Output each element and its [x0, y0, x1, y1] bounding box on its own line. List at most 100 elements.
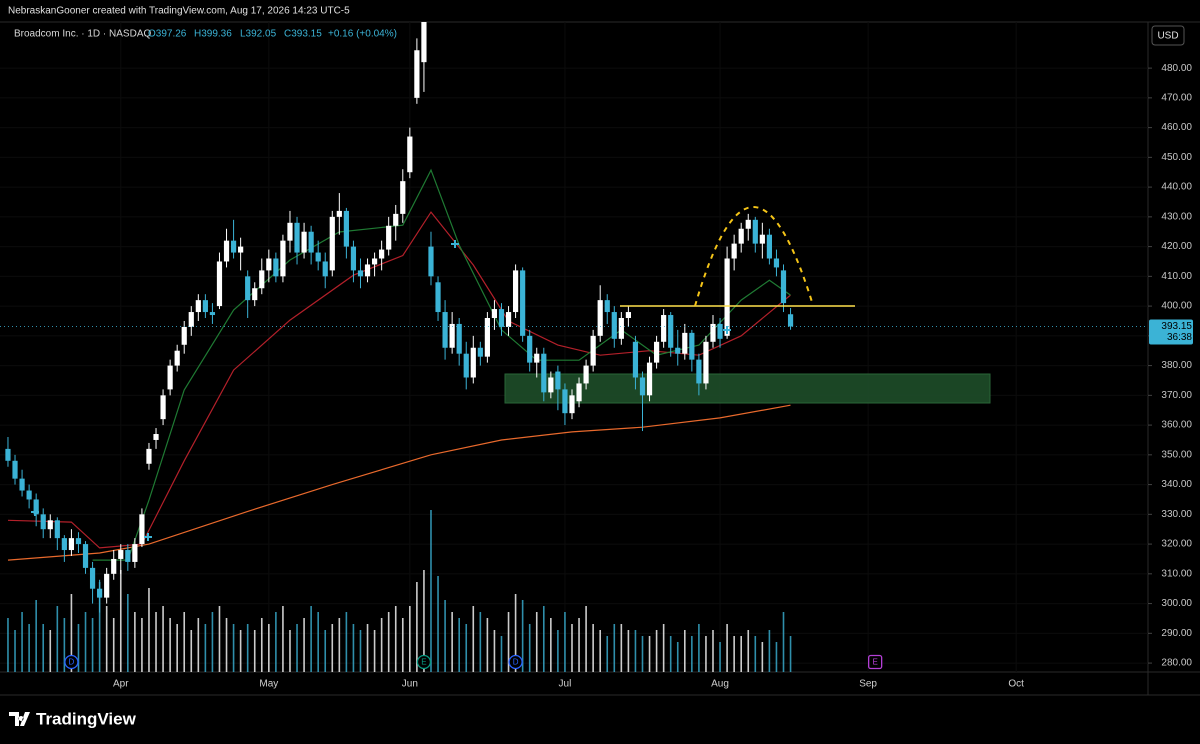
volume-bar	[648, 636, 651, 672]
y-tick-label: 470.00	[1161, 92, 1192, 103]
candle-body	[33, 499, 39, 515]
candle-body	[407, 136, 413, 173]
candle-body	[294, 222, 300, 253]
y-tick-label: 310.00	[1161, 568, 1192, 579]
volume-bar	[204, 624, 207, 672]
volume-bar	[599, 630, 601, 672]
event-marker	[508, 654, 523, 670]
candle-body	[724, 258, 730, 336]
volume-bar	[56, 606, 59, 672]
volume-bar	[592, 624, 594, 672]
volume-bar	[282, 606, 284, 672]
volume-bar	[521, 600, 524, 672]
y-tick-label: 460.00	[1161, 122, 1192, 133]
volume-bar	[585, 606, 587, 672]
candle-body	[414, 50, 420, 98]
candle-body	[68, 538, 75, 551]
event-label: D	[513, 658, 519, 667]
candle-body	[343, 210, 349, 247]
y-tick-label: 350.00	[1161, 449, 1192, 460]
candle-body	[75, 538, 82, 545]
brand-logo: TradingView	[9, 709, 137, 728]
volume-bar	[225, 618, 228, 672]
candle-body	[541, 353, 547, 393]
candle-body	[111, 558, 117, 574]
volume-bar	[507, 612, 510, 672]
volume-bar	[662, 624, 665, 672]
candle-body	[428, 246, 434, 277]
candle-body	[315, 252, 321, 262]
x-tick-label: Sep	[859, 679, 877, 690]
candle-body	[611, 312, 617, 339]
volume-bar	[613, 624, 616, 672]
candle-body	[238, 246, 244, 253]
candle-body	[329, 216, 335, 271]
candle-body	[118, 550, 124, 559]
volume-bar	[119, 570, 122, 672]
volume-bar	[430, 510, 432, 672]
candle-body	[632, 341, 639, 378]
volume-bar	[578, 618, 580, 672]
volume-bar	[754, 636, 757, 672]
candle-body	[308, 231, 314, 253]
candle-body	[569, 395, 575, 414]
volume-bar	[183, 612, 186, 672]
currency-box[interactable]	[1151, 25, 1185, 46]
volume-bar	[387, 612, 390, 672]
volume-bar	[423, 570, 425, 672]
candle-body	[202, 300, 208, 313]
volume-bar	[380, 618, 383, 672]
y-tick-label: 380.00	[1161, 360, 1192, 371]
volume-bar	[127, 594, 129, 672]
candle-body	[386, 225, 392, 250]
y-tick-label: 330.00	[1161, 509, 1192, 520]
candle-body	[5, 448, 11, 461]
volume-bar	[77, 624, 80, 672]
candle-body	[132, 544, 138, 562]
last-price-box	[1149, 319, 1193, 345]
volume-bar	[571, 624, 573, 672]
volume-bar	[465, 624, 468, 672]
candle-body	[449, 323, 455, 348]
volume-bar	[176, 624, 178, 672]
volume-bar	[42, 624, 45, 672]
volume-bar	[338, 618, 341, 672]
countdown: 36:38	[1167, 332, 1192, 343]
last-price-label: 393.15	[1161, 321, 1192, 332]
y-tick-label: 430.00	[1161, 211, 1192, 222]
event-marker	[416, 654, 432, 670]
candle-body	[61, 538, 67, 551]
volume-bar	[698, 624, 700, 672]
volume-bar	[394, 606, 397, 672]
candle-body	[336, 210, 342, 217]
candle-body	[97, 588, 103, 598]
volume-bar	[253, 630, 256, 672]
x-tick-label: May	[259, 679, 278, 690]
legend-low: L392.05	[240, 29, 277, 40]
volume-bar	[35, 600, 37, 672]
candle-body	[89, 567, 96, 589]
candle-body	[181, 326, 187, 345]
candle-body	[195, 300, 201, 313]
volume-bar	[197, 618, 200, 672]
candle-body	[759, 234, 765, 244]
markers	[31, 240, 731, 541]
volume-bar	[557, 630, 559, 672]
volume-bar	[479, 612, 482, 672]
candle-body	[639, 377, 646, 396]
currency[interactable]: USD	[1157, 31, 1178, 42]
volume-bar	[352, 624, 355, 672]
x-tick-label: Apr	[113, 679, 129, 690]
event-marker	[64, 654, 79, 670]
volume-bar	[550, 618, 552, 672]
volume-bar	[564, 612, 566, 672]
candle-body	[393, 213, 399, 226]
candle-body	[773, 258, 780, 268]
volume-bar	[620, 624, 623, 672]
volume-bar	[472, 606, 475, 672]
volume-bar	[486, 618, 489, 672]
candle-body	[604, 300, 610, 313]
candle-body	[357, 270, 364, 277]
candle-body	[442, 312, 448, 348]
